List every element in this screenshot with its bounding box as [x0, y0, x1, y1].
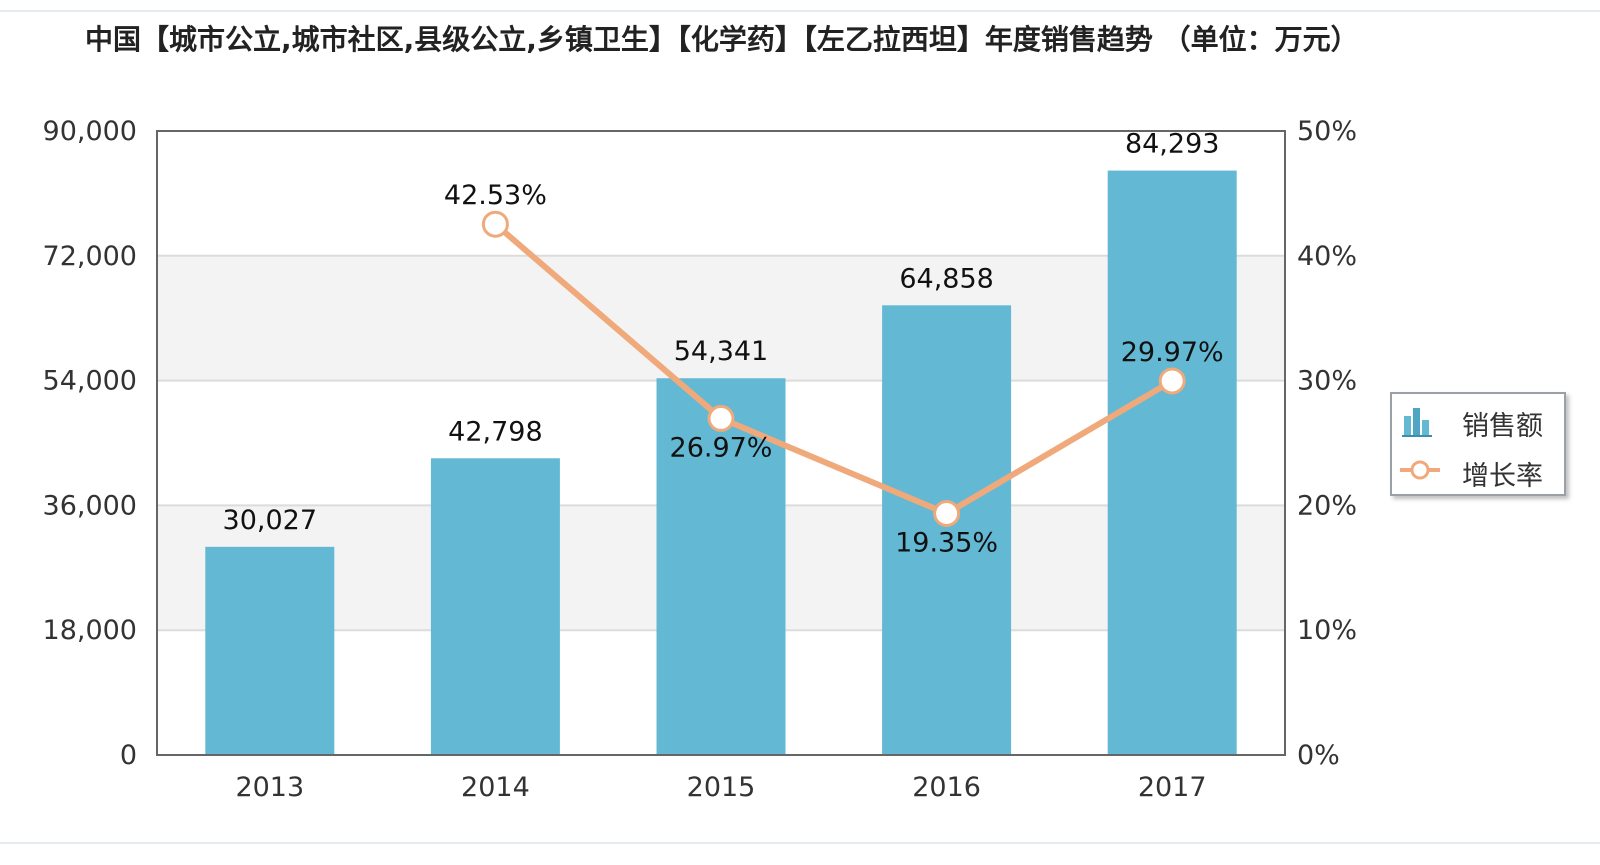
y-right-tick-label: 30%: [1297, 366, 1357, 397]
bar-2015: [656, 378, 786, 755]
grid-band: [157, 255, 1285, 381]
growth-point-2015: [707, 404, 735, 432]
x-tick-label: 2014: [461, 772, 530, 803]
y-right-tick-label: 20%: [1297, 490, 1357, 521]
bar-value-label: 30,027: [223, 505, 317, 536]
bar-2013: [205, 546, 335, 755]
y-left-tick-label: 72,000: [43, 241, 137, 272]
line-marker-icon: [1400, 460, 1440, 480]
bar-chart-icon: [1402, 408, 1432, 437]
growth-rate-line: [493, 221, 1174, 517]
y-right-tick-label: 50%: [1297, 116, 1357, 147]
legend-label-sales: 销售额: [1462, 411, 1543, 442]
y-right-tick-label: 10%: [1297, 615, 1357, 646]
x-tick-label: 2017: [1138, 772, 1207, 803]
legend-label-growth: 增长率: [1462, 461, 1543, 492]
bottom-divider: [0, 842, 1600, 844]
y-left-tick-label: 90,000: [43, 116, 137, 147]
y-left-tick-label: 18,000: [43, 615, 137, 646]
y-left-tick-label: 54,000: [43, 366, 137, 397]
y-right-tick-label: 40%: [1297, 241, 1357, 272]
top-divider: [0, 10, 1600, 12]
growth-point-2014: [481, 210, 509, 238]
chart-title: 中国【城市公立,城市社区,县级公立,乡镇卫生】【化学药】【左乙拉西坦】年度销售趋…: [85, 23, 1359, 56]
bar-2017: [1107, 170, 1237, 755]
growth-point-2017: [1158, 367, 1186, 395]
bar-value-label: 42,798: [448, 416, 542, 447]
bar-2014: [430, 458, 560, 755]
chart-legend: 销售额 增长率: [1390, 392, 1566, 496]
growth-value-label: 26.97%: [670, 432, 773, 463]
plot-frame: [156, 130, 1286, 756]
growth-point-2016: [933, 500, 961, 528]
bar-value-label: 84,293: [1125, 129, 1219, 160]
bar-value-label: 64,858: [899, 263, 993, 294]
x-tick-label: 2016: [912, 772, 981, 803]
growth-value-label: 19.35%: [895, 528, 998, 559]
x-tick-label: 2013: [235, 772, 304, 803]
bar-value-label: 54,341: [674, 336, 768, 367]
x-tick-label: 2015: [687, 772, 756, 803]
growth-value-label: 42.53%: [444, 180, 547, 211]
bar-2016: [882, 305, 1012, 755]
y-left-tick-label: 36,000: [43, 490, 137, 521]
legend-item-growth[interactable]: 增长率: [1392, 450, 1562, 492]
y-left-tick-label: 0: [120, 740, 137, 771]
legend-item-sales[interactable]: 销售额: [1392, 400, 1562, 442]
growth-value-label: 29.97%: [1121, 337, 1224, 368]
y-right-tick-label: 0%: [1297, 740, 1340, 771]
